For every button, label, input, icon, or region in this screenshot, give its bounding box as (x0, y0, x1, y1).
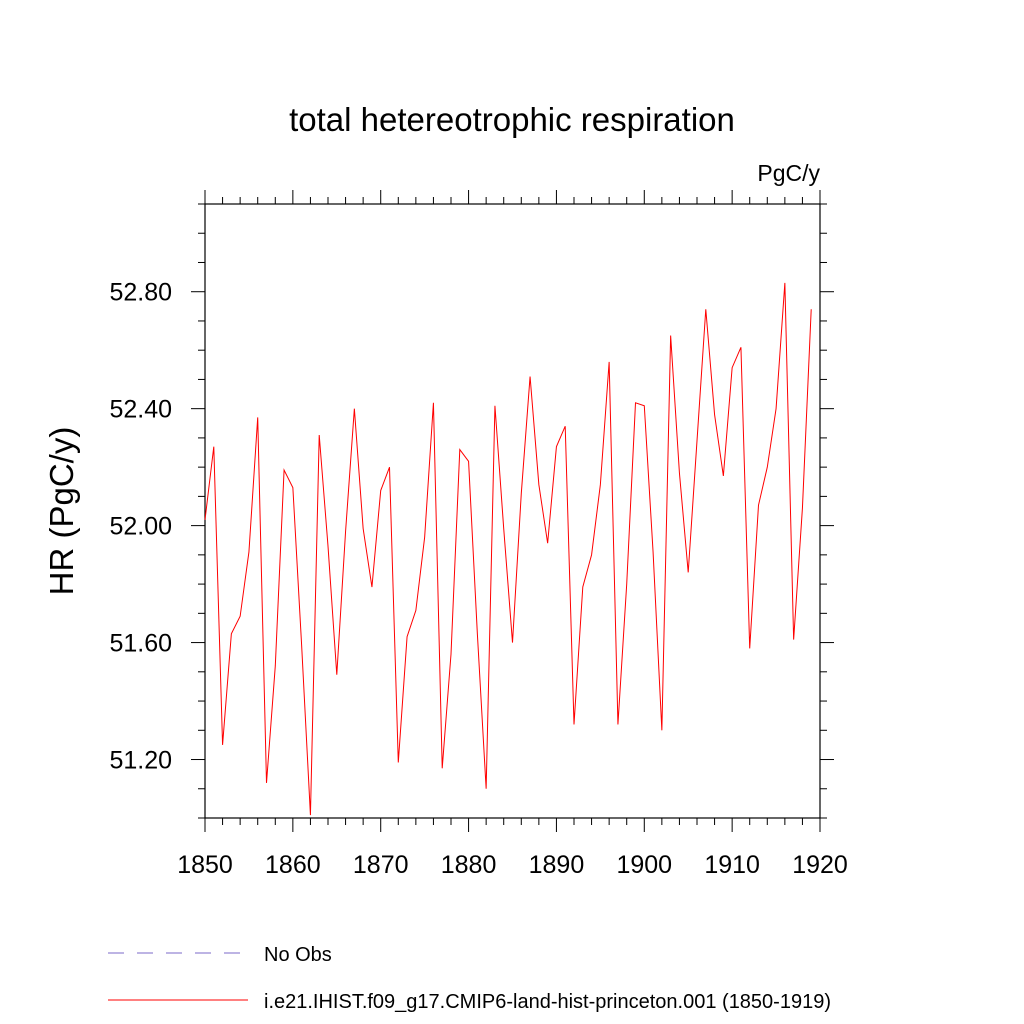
y-axis-label: HR (PgC/y) (43, 427, 80, 596)
y-tick-label: 52.80 (109, 279, 172, 307)
x-tick-labels: 1850 1860 1870 1880 1890 1900 1910 1920 (177, 851, 848, 879)
y-tick-labels: 51.20 51.60 52.00 52.40 52.80 (109, 279, 172, 775)
chart-title: total hetereotrophic respiration (289, 101, 735, 138)
y-tick-label: 51.60 (109, 630, 172, 658)
x-tick-label: 1860 (265, 851, 321, 879)
x-tick-label: 1850 (177, 851, 233, 879)
x-tick-label: 1890 (529, 851, 585, 879)
axis-ticks (191, 190, 834, 832)
x-tick-label: 1910 (704, 851, 760, 879)
x-tick-label: 1900 (616, 851, 672, 879)
units-label: PgC/y (757, 160, 820, 186)
x-tick-label: 1880 (441, 851, 497, 879)
plot-frame (204, 203, 821, 819)
legend: No Obs i.e21.IHIST.f09_g17.CMIP6-land-hi… (108, 944, 831, 1013)
y-tick-label: 52.40 (109, 396, 172, 424)
series-line (204, 282, 812, 816)
x-tick-label: 1870 (353, 851, 409, 879)
x-tick-label: 1920 (792, 851, 848, 879)
legend-label-model-run: i.e21.IHIST.f09_g17.CMIP6-land-hist-prin… (264, 991, 831, 1013)
legend-label-no-obs: No Obs (264, 944, 332, 966)
y-tick-label: 52.00 (109, 513, 172, 541)
series-lines (204, 282, 812, 816)
y-tick-label: 51.20 (109, 747, 172, 775)
